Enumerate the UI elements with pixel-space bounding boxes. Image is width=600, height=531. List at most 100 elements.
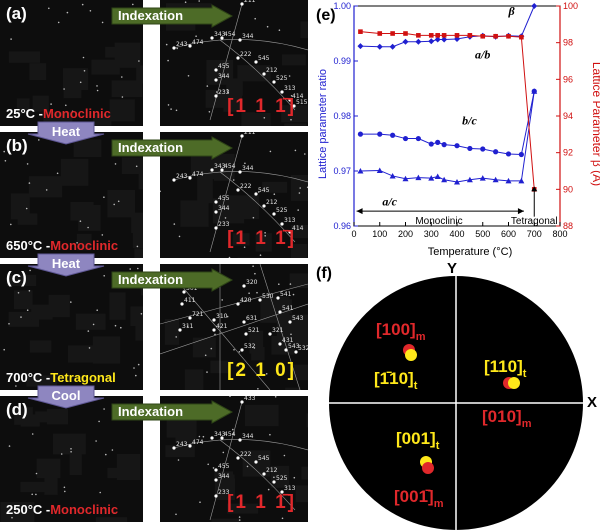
data-point xyxy=(505,177,512,184)
pole-marker xyxy=(422,462,434,474)
indexed-pattern: 3014113207214205305413106315413114215435… xyxy=(160,264,308,390)
spot-index-label: 545 xyxy=(258,455,270,462)
pole-spot xyxy=(214,68,218,72)
panel-label: (b) xyxy=(6,136,28,155)
pole-spot xyxy=(238,38,242,42)
spot-index-label: 233 xyxy=(218,221,230,228)
data-point xyxy=(506,33,511,39)
indexation-label: Indexation xyxy=(118,404,184,419)
temperature-label: 650°C - xyxy=(6,238,51,253)
data-point xyxy=(357,131,364,137)
pole-spot xyxy=(272,80,276,84)
pole-spot xyxy=(254,192,258,196)
spot-index-label: 222 xyxy=(240,51,252,58)
x-tick-label: 400 xyxy=(449,229,464,239)
y-axis-letter: Y xyxy=(447,262,457,277)
indexed-pattern-image: 3014113207214205305413106315413114215435… xyxy=(160,264,308,390)
y-tick-label-right: 94 xyxy=(563,111,573,121)
spot-index-label: 545 xyxy=(258,187,270,194)
spot-index-label: 532 xyxy=(244,343,256,350)
pole-spot xyxy=(280,90,284,94)
panel-label: (d) xyxy=(6,400,28,419)
data-point xyxy=(435,139,441,145)
kikuchi-band xyxy=(209,401,243,521)
pole-spot xyxy=(172,46,176,50)
spot-index-label: 343 xyxy=(214,31,226,38)
pointer-arrowhead xyxy=(531,186,538,192)
spot-index-label: 474 xyxy=(192,439,204,446)
raw-pattern-image xyxy=(0,396,143,522)
y-tick-label-right: 88 xyxy=(563,221,573,231)
condition-label: 25°C -Monoclinic xyxy=(6,106,111,121)
pole-spot xyxy=(212,328,216,332)
pole-spot xyxy=(280,490,284,494)
condition-label: 250°C -Monoclinic xyxy=(6,502,118,517)
spot-index-label: 525 xyxy=(276,207,288,214)
temperature-label: 700°C - xyxy=(6,370,51,385)
data-point xyxy=(441,33,447,38)
data-point xyxy=(441,176,448,183)
y-axis-label-right: Lattice Parameter β (Å) xyxy=(590,62,600,186)
spot-index-label: 631 xyxy=(246,315,258,322)
y-tick-label-left: 0.97 xyxy=(333,166,351,176)
data-point xyxy=(358,29,363,34)
spot-index-label: 233 xyxy=(218,489,230,496)
pole-marker xyxy=(405,349,417,361)
data-point xyxy=(467,145,473,152)
transition-label: Heat xyxy=(51,256,81,271)
pole-index: [110] xyxy=(484,357,523,376)
pole-spot xyxy=(292,104,296,108)
pole-spot xyxy=(288,320,292,324)
zone-axis-label: [1 1 1̄] xyxy=(227,492,296,513)
data-point xyxy=(415,38,422,45)
phase-label: Monoclinic xyxy=(50,502,119,517)
kikuchi-band xyxy=(179,283,271,390)
pole-spot xyxy=(262,472,266,476)
spot-index-label: 243 xyxy=(176,441,188,448)
series-line xyxy=(360,91,535,183)
pole-spot xyxy=(214,468,218,472)
y-tick-label-left: 1.00 xyxy=(333,1,351,11)
pole-phase-subscript: m xyxy=(416,331,426,343)
data-point xyxy=(402,38,409,45)
data-point xyxy=(403,31,408,36)
spot-index-label: 455 xyxy=(218,63,230,70)
arrow-shape xyxy=(111,136,234,160)
pole-spot xyxy=(240,348,244,352)
pole-index: [010] xyxy=(482,407,522,426)
transition-arrow: Heat xyxy=(27,253,105,277)
x-tick-label: 0 xyxy=(351,229,356,239)
pole-spot xyxy=(214,210,218,214)
indexation-arrow: Indexation xyxy=(111,400,234,424)
kikuchi-band xyxy=(209,3,243,121)
data-point xyxy=(357,168,364,174)
pole-spot xyxy=(210,436,214,440)
spot-index-label: 211 xyxy=(244,0,256,4)
spot-index-label: 474 xyxy=(192,171,204,178)
pole-spot xyxy=(278,342,282,346)
kikuchi-panel: (d) 250°C -Monoclinic 433 243 474 343 454 344 22… xyxy=(0,396,308,522)
pole-label: [001]t xyxy=(396,429,440,452)
spot-index-label: 455 xyxy=(218,195,230,202)
pole-spot xyxy=(254,460,258,464)
pole-spot xyxy=(182,290,186,294)
lattice-parameter-chart: (e) 0 100 200 300 400 500 600 700 800 0.96 0.97 0.9… xyxy=(312,0,600,260)
pole-phase-subscript: t xyxy=(523,368,527,380)
spot-index-label: 212 xyxy=(266,467,278,474)
spot-index-label: 525 xyxy=(276,475,288,482)
transition-arrow: Cool xyxy=(27,385,105,409)
series-name-label: a/b xyxy=(475,47,490,61)
x-tick-label: 600 xyxy=(501,229,516,239)
spot-index-label: 222 xyxy=(240,451,252,458)
spot-index-label: 222 xyxy=(240,183,252,190)
data-point xyxy=(435,33,440,38)
data-point xyxy=(402,175,409,182)
x-tick-label: 300 xyxy=(424,229,439,239)
data-point xyxy=(493,149,499,155)
spot-index-label: 455 xyxy=(218,463,230,470)
chart-panel-label: (e) xyxy=(316,7,336,24)
data-point xyxy=(390,31,395,36)
data-point xyxy=(518,177,525,184)
spot-index-label: 721 xyxy=(192,311,204,318)
